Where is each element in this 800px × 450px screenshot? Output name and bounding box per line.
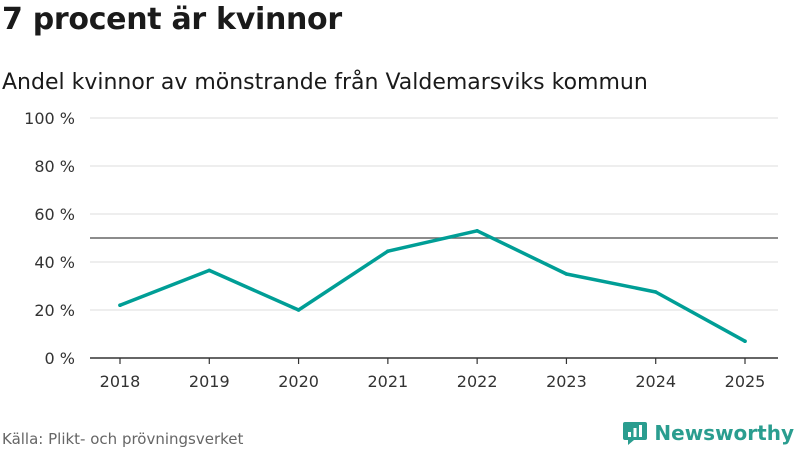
grid-lines [90, 117, 778, 311]
series-layer [118, 229, 747, 344]
x-tick-label: 2024 [635, 372, 676, 391]
brand-name: Newsworthy [654, 421, 794, 445]
x-tick-label: 2018 [100, 372, 141, 391]
data-point [296, 308, 301, 312]
axes [90, 357, 778, 364]
y-tick-label: 40 % [34, 253, 75, 272]
x-tick-label: 2025 [725, 372, 766, 391]
data-point [743, 339, 747, 344]
y-tick-labels: 0 % 20 % 40 % 60 % 80 % 100 % [24, 109, 75, 368]
y-tick-label: 80 % [34, 157, 75, 176]
brand-logo: Newsworthy [622, 420, 794, 446]
data-point [564, 272, 569, 276]
data-point [386, 249, 390, 253]
x-tick-label: 2023 [546, 372, 587, 391]
y-tick-label: 20 % [34, 301, 75, 320]
y-tick-label: 100 % [24, 109, 75, 128]
data-point [207, 268, 212, 273]
series-line [118, 229, 747, 343]
x-tick-label: 2021 [367, 372, 408, 391]
newsworthy-icon [623, 422, 648, 445]
x-tick-label: 2022 [457, 372, 498, 391]
chart-subtitle: Andel kvinnor av mönstrande från Valdema… [2, 70, 648, 95]
source-note: Källa: Plikt- och prövningsverket [2, 430, 244, 448]
data-point [118, 303, 122, 308]
x-tick-label: 2020 [278, 372, 319, 391]
x-tick-label: 2019 [189, 372, 230, 391]
y-tick-label: 0 % [45, 349, 75, 368]
data-point [475, 229, 479, 233]
data-point [653, 290, 658, 294]
y-tick-label: 60 % [34, 205, 75, 224]
x-tick-labels: 2018 2019 2020 2021 2022 2023 2024 2025 [100, 372, 766, 391]
chart-title: 7 procent är kvinnor [2, 2, 342, 37]
